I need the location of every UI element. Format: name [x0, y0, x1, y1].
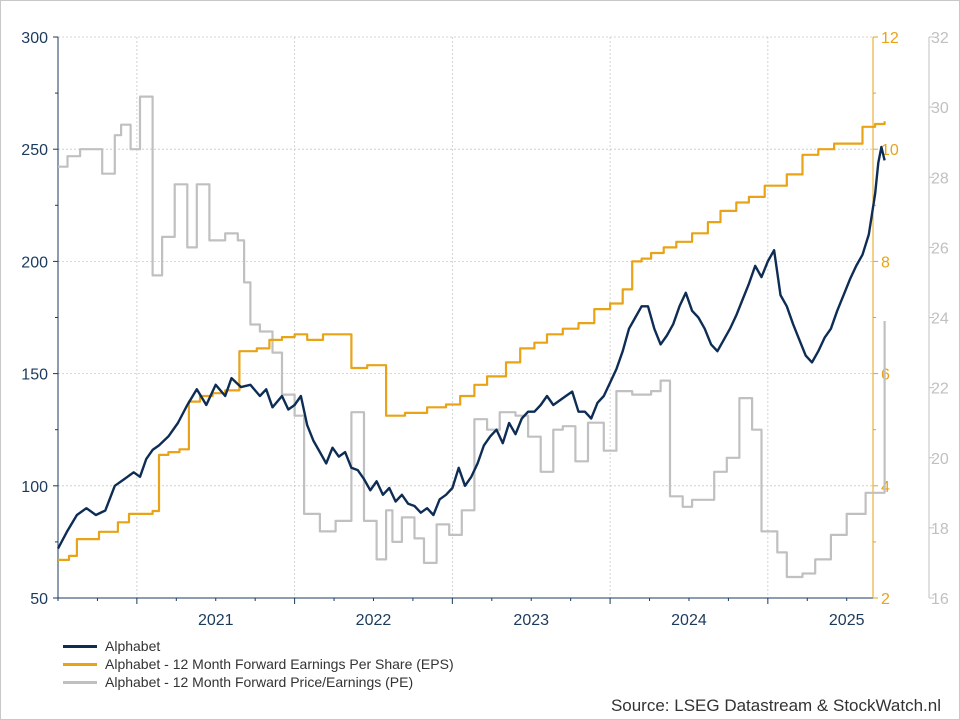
legend-swatch-pe [63, 680, 97, 684]
legend-item-eps: Alphabet - 12 Month Forward Earnings Per… [63, 655, 454, 673]
y-pe-tick-label: 30 [931, 100, 949, 117]
x-tick-label: 2023 [513, 612, 549, 629]
legend-swatch-alphabet [63, 644, 97, 648]
legend-item-alphabet: Alphabet [63, 637, 454, 655]
y-left-tick-label: 150 [21, 367, 48, 384]
series-line-alphabet [56, 145, 886, 550]
y-left-tick-label: 300 [21, 30, 48, 47]
series-line-eps [58, 121, 886, 561]
x-tick-label: 2025 [829, 612, 865, 629]
y-pe-tick-label: 18 [931, 521, 949, 538]
y-left-tick-label: 250 [21, 142, 48, 159]
x-tick-label: 2024 [671, 612, 707, 629]
x-tick-label: 2021 [198, 612, 234, 629]
chart-legend: Alphabet Alphabet - 12 Month Forward Ear… [63, 637, 454, 691]
y-pe-tick-label: 16 [931, 591, 949, 608]
y-eps-tick-label: 2 [881, 591, 890, 608]
y-pe-tick-label: 26 [931, 240, 949, 257]
y-pe-tick-label: 22 [931, 381, 949, 398]
series-line-pe [58, 95, 886, 579]
y-left-tick-label: 200 [21, 254, 48, 271]
legend-label-alphabet: Alphabet [105, 638, 161, 654]
legend-label-eps: Alphabet - 12 Month Forward Earnings Per… [105, 656, 454, 672]
legend-item-pe: Alphabet - 12 Month Forward Price/Earnin… [63, 673, 454, 691]
y-eps-tick-label: 8 [881, 254, 890, 271]
y-eps-tick-label: 10 [881, 142, 899, 159]
source-note: Source: LSEG Datastream & StockWatch.nl [610, 696, 941, 715]
y-pe-tick-label: 28 [931, 170, 949, 187]
x-tick-label: 2022 [356, 612, 392, 629]
y-pe-tick-label: 20 [931, 451, 949, 468]
y-eps-tick-label: 12 [881, 30, 899, 47]
legend-swatch-eps [63, 662, 97, 666]
y-left-tick-label: 100 [21, 479, 48, 496]
y-left-tick-label: 50 [30, 591, 48, 608]
legend-label-pe: Alphabet - 12 Month Forward Price/Earnin… [105, 674, 414, 690]
y-pe-tick-label: 32 [931, 30, 949, 47]
y-pe-tick-label: 24 [931, 311, 949, 328]
